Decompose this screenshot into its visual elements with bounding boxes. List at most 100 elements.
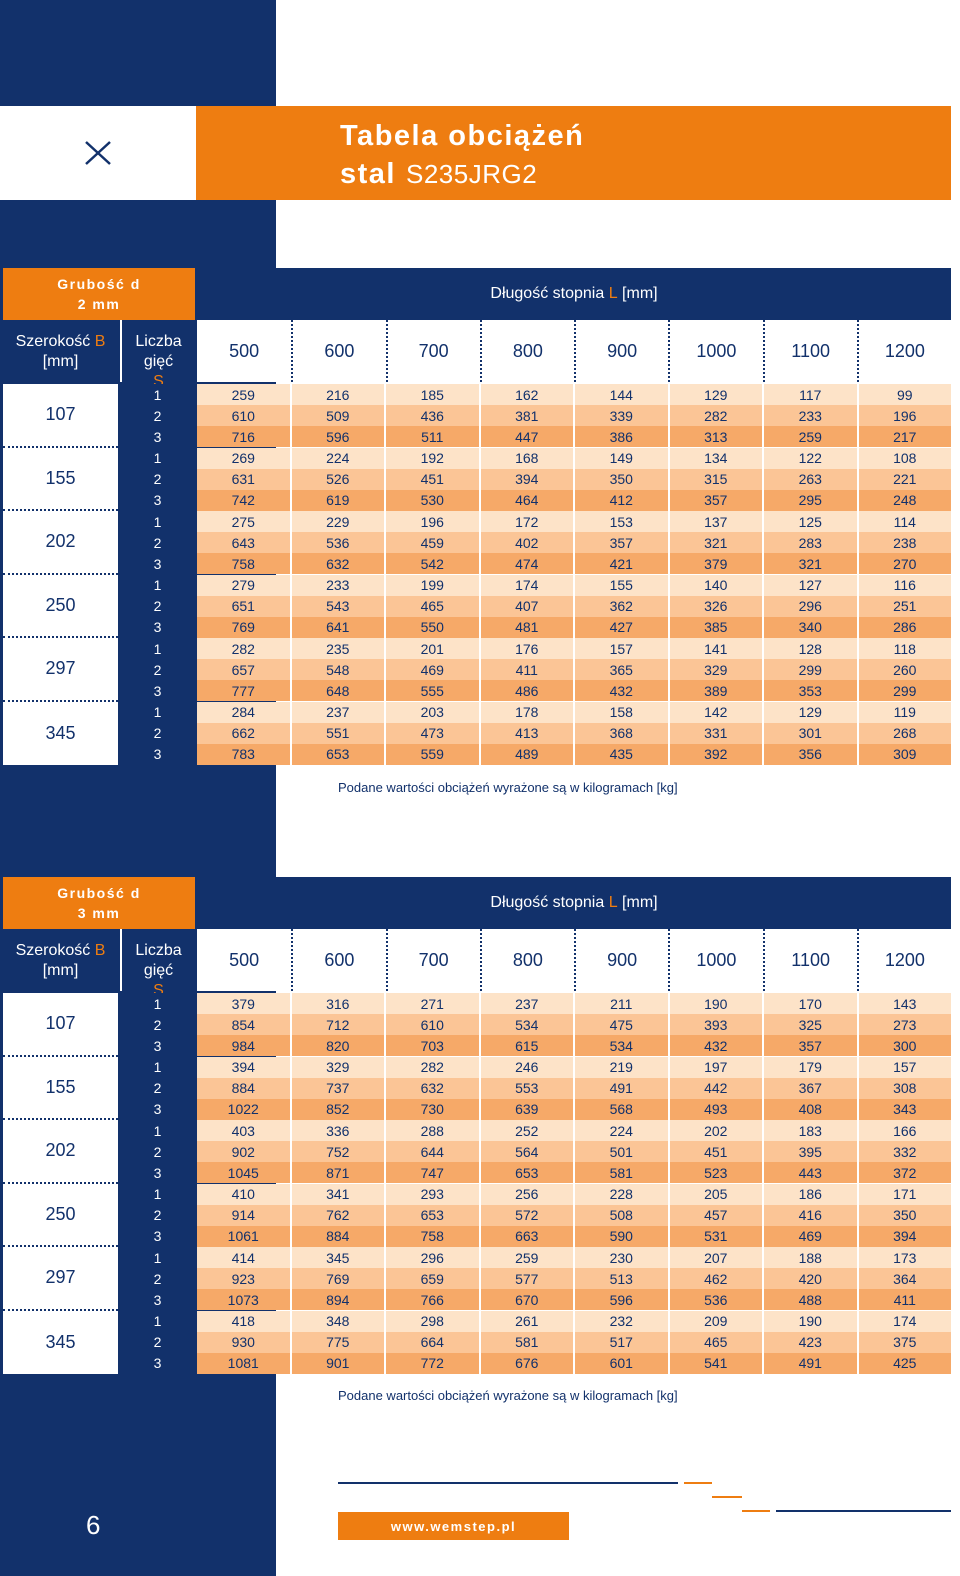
load-value: 269 bbox=[197, 447, 290, 469]
bends-value: 2 bbox=[120, 1268, 195, 1290]
load-value: 339 bbox=[575, 405, 668, 427]
table-row: 2 631 526 451 394 350 315 263 221 bbox=[120, 468, 951, 490]
load-value: 185 bbox=[386, 384, 479, 406]
load-value: 268 bbox=[858, 722, 951, 744]
bends-value: 1 bbox=[120, 384, 195, 406]
bends-value: 3 bbox=[120, 1035, 195, 1057]
load-value: 209 bbox=[669, 1310, 762, 1332]
load-value: 443 bbox=[764, 1162, 857, 1184]
load-value: 394 bbox=[197, 1056, 290, 1078]
load-value: 300 bbox=[858, 1035, 951, 1057]
load-value: 601 bbox=[575, 1352, 668, 1374]
load-value: 298 bbox=[386, 1310, 479, 1332]
load-value: 577 bbox=[480, 1268, 573, 1290]
load-value: 216 bbox=[291, 384, 384, 406]
bends-label: Liczba gięć bbox=[135, 942, 182, 979]
load-value: 372 bbox=[858, 1162, 951, 1184]
load-value: 766 bbox=[386, 1289, 479, 1311]
bends-value: 3 bbox=[120, 1098, 195, 1120]
load-value: 379 bbox=[669, 553, 762, 575]
load-value: 418 bbox=[197, 1310, 290, 1332]
load-value: 513 bbox=[575, 1268, 668, 1290]
width-value: 297 bbox=[3, 638, 118, 702]
load-value: 162 bbox=[480, 384, 573, 406]
load-value: 385 bbox=[669, 616, 762, 638]
load-value: 296 bbox=[764, 595, 857, 617]
load-value: 663 bbox=[480, 1225, 573, 1247]
load-value: 676 bbox=[480, 1352, 573, 1374]
load-value: 186 bbox=[764, 1183, 857, 1205]
length-column-header: 500 bbox=[229, 340, 260, 361]
table-row: 3 769 641 550 481 427 385 340 286 bbox=[120, 616, 951, 638]
load-value: 641 bbox=[291, 616, 384, 638]
load-value: 353 bbox=[764, 680, 857, 702]
table-row: 3 1073 894 766 670 596 536 488 411 bbox=[120, 1289, 951, 1311]
thickness-value: 2 mm bbox=[77, 296, 121, 312]
load-value: 517 bbox=[575, 1331, 668, 1353]
load-value: 356 bbox=[764, 743, 857, 765]
load-value: 542 bbox=[386, 553, 479, 575]
load-value: 362 bbox=[575, 595, 668, 617]
group-rows: 1 279 233 199 174 155 140 127 116 2 651 543 465 407 36… bbox=[120, 574, 951, 638]
load-value: 308 bbox=[858, 1077, 951, 1099]
load-value: 229 bbox=[291, 511, 384, 533]
width-group: 107 1 259 216 185 162 144 129 117 99 2 610 509 436 381… bbox=[3, 384, 951, 448]
load-value: 379 bbox=[197, 993, 290, 1015]
load-value: 153 bbox=[575, 511, 668, 533]
load-value: 295 bbox=[764, 489, 857, 511]
load-value: 541 bbox=[669, 1352, 762, 1374]
load-value: 232 bbox=[575, 1310, 668, 1332]
length-column-header: 1100 bbox=[762, 320, 857, 382]
load-value: 168 bbox=[480, 447, 573, 469]
load-value: 930 bbox=[197, 1331, 290, 1353]
load-value: 365 bbox=[575, 659, 668, 681]
page-number: 6 bbox=[86, 1510, 101, 1540]
load-value: 590 bbox=[575, 1225, 668, 1247]
load-value: 158 bbox=[575, 701, 668, 723]
load-value: 119 bbox=[858, 701, 951, 723]
load-value: 196 bbox=[858, 405, 951, 427]
width-value: 345 bbox=[3, 1310, 118, 1374]
load-value: 648 bbox=[291, 680, 384, 702]
load-value: 350 bbox=[858, 1204, 951, 1226]
load-value: 114 bbox=[858, 511, 951, 533]
load-value: 1045 bbox=[197, 1162, 290, 1184]
table-row: 1 275 229 196 172 153 137 125 114 bbox=[120, 511, 951, 533]
table-row: 1 279 233 199 174 155 140 127 116 bbox=[120, 574, 951, 596]
load-value: 984 bbox=[197, 1035, 290, 1057]
table-row: 1 284 237 203 178 158 142 129 119 bbox=[120, 701, 951, 723]
website-link[interactable]: www.wemstep.pl bbox=[338, 1512, 569, 1540]
length-column-header: 700 bbox=[385, 320, 480, 382]
length-unit: [mm] bbox=[617, 894, 658, 911]
load-value: 501 bbox=[575, 1141, 668, 1163]
load-value: 251 bbox=[858, 595, 951, 617]
load-value: 197 bbox=[669, 1056, 762, 1078]
load-value: 555 bbox=[386, 680, 479, 702]
width-column-header: Szerokość B [mm] bbox=[3, 929, 118, 991]
load-value: 394 bbox=[480, 468, 573, 490]
bends-value: 3 bbox=[120, 426, 195, 448]
load-value: 201 bbox=[386, 638, 479, 660]
load-value: 207 bbox=[669, 1247, 762, 1269]
table-header-columns: Szerokość B [mm] Liczba gięć S 500 600 700 800 9… bbox=[3, 929, 951, 999]
load-value: 486 bbox=[480, 680, 573, 702]
bends-value: 2 bbox=[120, 722, 195, 744]
load-value: 610 bbox=[197, 405, 290, 427]
page-header: Tabela obciążeń stal S235JRG2 bbox=[196, 106, 951, 200]
load-value: 235 bbox=[291, 638, 384, 660]
width-group: 297 1 282 235 201 176 157 141 128 118 2 657 548 469 41… bbox=[3, 638, 951, 702]
width-variable: B bbox=[94, 942, 106, 959]
load-value: 230 bbox=[575, 1247, 668, 1269]
bends-value: 1 bbox=[120, 1247, 195, 1269]
load-value: 410 bbox=[197, 1183, 290, 1205]
load-value: 615 bbox=[480, 1035, 573, 1057]
load-value: 116 bbox=[858, 574, 951, 596]
footer-line bbox=[712, 1496, 742, 1498]
load-value: 299 bbox=[764, 659, 857, 681]
table-row: 1 282 235 201 176 157 141 128 118 bbox=[120, 638, 951, 660]
load-value: 309 bbox=[858, 743, 951, 765]
load-value: 170 bbox=[764, 993, 857, 1015]
load-value: 1061 bbox=[197, 1225, 290, 1247]
load-value: 425 bbox=[858, 1352, 951, 1374]
table-row: 3 1045 871 747 653 581 523 443 372 bbox=[120, 1162, 951, 1184]
